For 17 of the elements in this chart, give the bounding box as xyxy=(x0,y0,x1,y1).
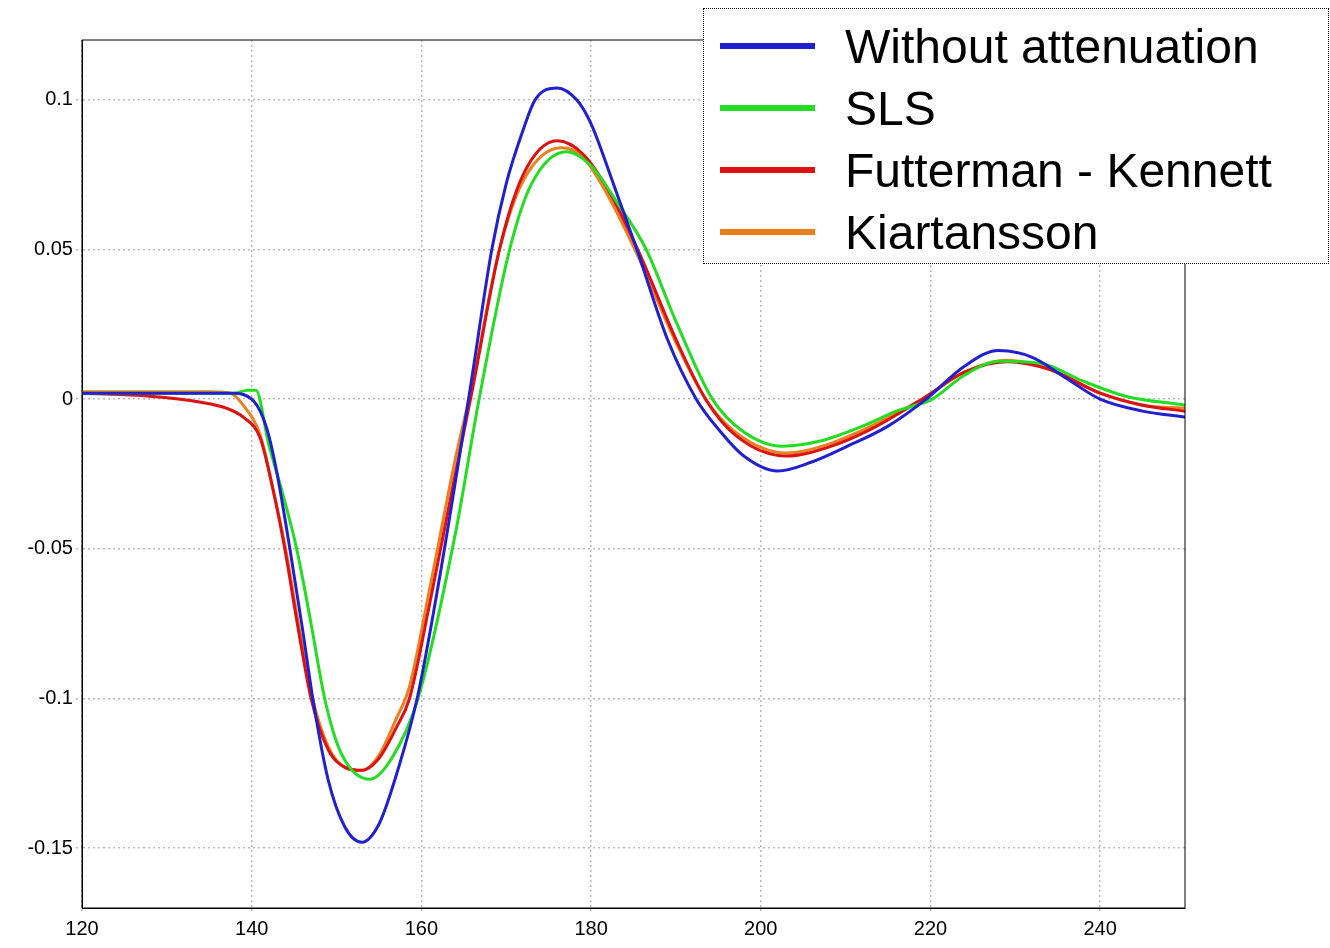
y-tick-label: -0.15 xyxy=(27,835,73,858)
x-tick-label: 120 xyxy=(65,916,99,939)
y-tick-label: 0.1 xyxy=(45,87,73,110)
x-tick-label: 160 xyxy=(404,916,439,939)
legend-label: Kiartansson xyxy=(845,204,1099,260)
x-tick-label: 200 xyxy=(744,916,778,939)
x-tick-label: 220 xyxy=(913,916,948,939)
x-tick-label: 140 xyxy=(235,916,269,939)
y-tick-label: 0 xyxy=(61,386,73,409)
legend-label: SLS xyxy=(845,80,936,136)
y-tick-label: -0.1 xyxy=(38,686,73,708)
legend-label: Futterman - Kennett xyxy=(845,142,1272,198)
x-tick-label: 240 xyxy=(1083,916,1117,939)
x-tick-label: 180 xyxy=(574,916,608,939)
y-tick-label: 0.05 xyxy=(34,237,73,260)
y-tick-label: -0.05 xyxy=(27,536,73,559)
legend-label: Without attenuation xyxy=(845,18,1259,74)
